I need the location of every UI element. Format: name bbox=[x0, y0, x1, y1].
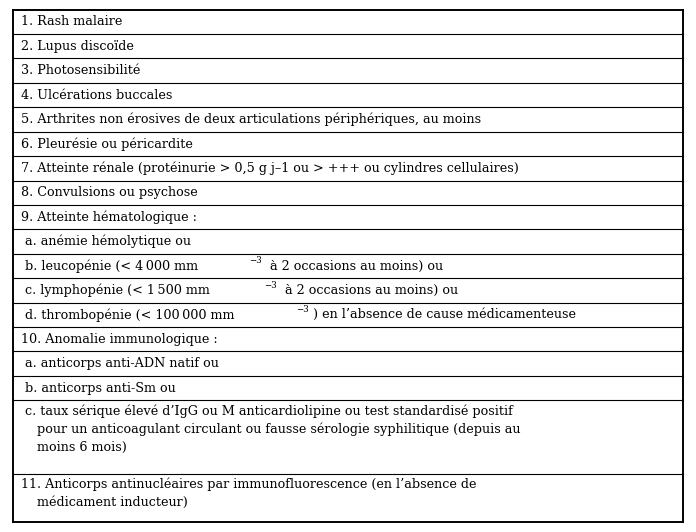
Text: 10. Anomalie immunologique :: 10. Anomalie immunologique : bbox=[21, 332, 218, 346]
Text: c. taux sérique élevé d’IgG ou M anticardiolipine ou test standardisé positif
  : c. taux sérique élevé d’IgG ou M anticar… bbox=[21, 404, 521, 454]
Text: −3: −3 bbox=[264, 280, 277, 289]
Text: d. thrombopénie (< 100 000 mm: d. thrombopénie (< 100 000 mm bbox=[21, 308, 235, 321]
Text: 2. Lupus discoïde: 2. Lupus discoïde bbox=[21, 40, 134, 53]
Text: 7. Atteinte rénale (protéinurie > 0,5 g j–1 ou > +++ ou cylindres cellulaires): 7. Atteinte rénale (protéinurie > 0,5 g … bbox=[21, 162, 519, 175]
Text: b. anticorps anti-Sm ou: b. anticorps anti-Sm ou bbox=[21, 381, 175, 395]
Text: 9. Atteinte hématologique :: 9. Atteinte hématologique : bbox=[21, 211, 197, 224]
Text: a. anticorps anti-ADN natif ou: a. anticorps anti-ADN natif ou bbox=[21, 357, 219, 370]
Text: 8. Convulsions ou psychose: 8. Convulsions ou psychose bbox=[21, 186, 198, 200]
Text: b. leucopénie (< 4 000 mm: b. leucopénie (< 4 000 mm bbox=[21, 259, 198, 273]
Text: ) en l’absence de cause médicamenteuse: ) en l’absence de cause médicamenteuse bbox=[313, 309, 576, 321]
Text: à 2 occasions au moins) ou: à 2 occasions au moins) ou bbox=[266, 260, 443, 272]
Text: c. lymphopénie (< 1 500 mm: c. lymphopénie (< 1 500 mm bbox=[21, 284, 209, 297]
Text: 3. Photosensibilité: 3. Photosensibilité bbox=[21, 64, 141, 77]
Text: 6. Pleurésie ou péricardite: 6. Pleurésie ou péricardite bbox=[21, 137, 193, 151]
Text: 11. Anticorps antinucléaires par immunofluorescence (en l’absence de
    médicam: 11. Anticorps antinucléaires par immunof… bbox=[21, 478, 476, 509]
Text: 5. Arthrites non érosives de deux articulations périphériques, au moins: 5. Arthrites non érosives de deux articu… bbox=[21, 113, 481, 126]
Text: 1. Rash malaire: 1. Rash malaire bbox=[21, 15, 122, 28]
Text: −3: −3 bbox=[249, 256, 262, 265]
Text: 4. Ulcérations buccales: 4. Ulcérations buccales bbox=[21, 88, 172, 102]
Text: à 2 occasions au moins) ou: à 2 occasions au moins) ou bbox=[281, 284, 458, 297]
Text: −3: −3 bbox=[296, 305, 309, 314]
Text: a. anémie hémolytique ou: a. anémie hémolytique ou bbox=[21, 235, 191, 248]
